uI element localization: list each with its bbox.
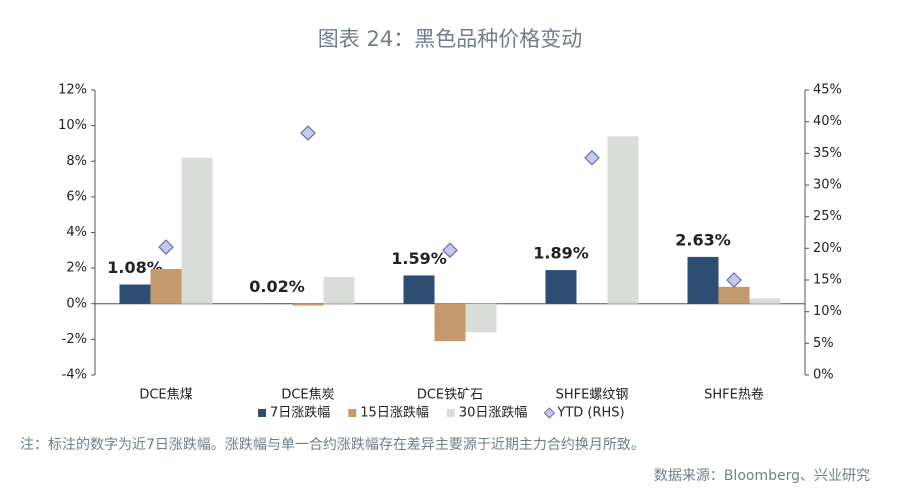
y-tick-label: 12% bbox=[58, 83, 87, 98]
y2-tick-label: 5% bbox=[813, 336, 834, 351]
y2-tick-label: 25% bbox=[813, 209, 842, 224]
y2-tick-label: 30% bbox=[813, 178, 842, 193]
y-tick-label: 0% bbox=[66, 296, 87, 311]
legend-marker bbox=[446, 409, 455, 417]
ytd-marker bbox=[158, 239, 174, 255]
bar bbox=[687, 256, 719, 304]
bar bbox=[545, 270, 577, 304]
legend-label: 7日涨跌幅 bbox=[270, 405, 330, 421]
value-label: 1.89% bbox=[533, 244, 589, 263]
x-tick-label: DCE焦煤 bbox=[139, 388, 192, 403]
bar bbox=[749, 298, 781, 304]
legend-label: 15日涨跌幅 bbox=[360, 405, 429, 421]
bar bbox=[718, 286, 750, 304]
x-tick-label: DCE焦炭 bbox=[281, 388, 334, 403]
bar bbox=[434, 303, 466, 342]
y2-tick-label: 10% bbox=[813, 304, 842, 319]
y-tick-label: 2% bbox=[66, 261, 87, 276]
bar bbox=[323, 277, 355, 304]
value-label: 1.08% bbox=[107, 258, 163, 277]
ytd-marker bbox=[300, 125, 316, 141]
legend-marker bbox=[258, 409, 266, 417]
legend-label: YTD (RHS) bbox=[556, 406, 624, 421]
y-tick-label: -4% bbox=[62, 368, 87, 383]
y-tick-label: 10% bbox=[58, 118, 87, 133]
y2-tick-label: 45% bbox=[813, 83, 842, 98]
value-label: 0.02% bbox=[249, 277, 305, 296]
bar bbox=[181, 157, 213, 304]
source: 数据来源：Bloomberg、兴业研究 bbox=[654, 468, 870, 484]
bar bbox=[150, 269, 182, 304]
y-tick-label: -2% bbox=[62, 332, 87, 347]
chart-title: 图表 24：黑色品种价格变动 bbox=[318, 27, 582, 51]
ytd-marker bbox=[726, 272, 742, 288]
bar bbox=[607, 136, 639, 304]
legend-label: 30日涨跌幅 bbox=[459, 405, 528, 421]
bar bbox=[119, 284, 151, 304]
value-label: 2.63% bbox=[675, 230, 731, 249]
y-tick-label: 4% bbox=[66, 225, 87, 240]
bar bbox=[292, 303, 324, 306]
y-tick-label: 6% bbox=[66, 189, 87, 204]
y-tick-label: 8% bbox=[66, 154, 87, 169]
x-tick-label: SHFE螺纹钢 bbox=[556, 388, 629, 403]
ytd-marker bbox=[584, 149, 600, 166]
y2-tick-label: 35% bbox=[813, 146, 842, 161]
y2-tick-label: 20% bbox=[813, 241, 842, 256]
note: 注：标注的数字为近7日涨跌幅。涨跌幅与单一合约涨跌幅存在差异主要源于近期主力合约… bbox=[20, 436, 645, 453]
x-tick-label: SHFE热卷 bbox=[704, 387, 764, 403]
value-label: 1.59% bbox=[391, 249, 447, 268]
legend-marker bbox=[543, 407, 556, 419]
bar bbox=[403, 275, 435, 304]
y2-tick-label: 15% bbox=[813, 273, 842, 288]
y2-tick-label: 40% bbox=[813, 114, 842, 129]
ytd-marker bbox=[442, 242, 458, 259]
y2-tick-label: 0% bbox=[813, 368, 834, 383]
x-tick-label: DCE铁矿石 bbox=[417, 388, 483, 403]
legend-marker bbox=[348, 409, 357, 417]
bar bbox=[465, 303, 497, 333]
